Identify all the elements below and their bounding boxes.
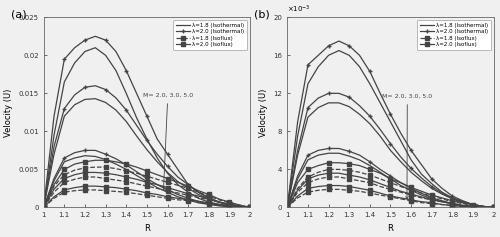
Text: (a): (a) [10,10,26,20]
Text: (b): (b) [254,10,270,20]
Text: M= 2.0, 3.0, 5.0: M= 2.0, 3.0, 5.0 [142,93,193,188]
Y-axis label: Velocity (U): Velocity (U) [4,88,13,137]
Y-axis label: Velocity (U): Velocity (U) [259,88,268,137]
Text: M= 2.0, 3.0, 5.0: M= 2.0, 3.0, 5.0 [382,94,432,199]
Text: $\times10^{-3}$: $\times10^{-3}$ [288,4,311,15]
X-axis label: R: R [388,224,394,233]
Legend: λ=1.8 (Isothermal), λ=2.0 (Isothermal), λ=1.8 (Isoflux), λ=2.0 (Isoflux): λ=1.8 (Isothermal), λ=2.0 (Isothermal), … [174,20,248,50]
Legend: λ=1.8 (Isothermal), λ=2.0 (Isothermal), λ=1.8 (Isoflux), λ=2.0 (Isoflux): λ=1.8 (Isothermal), λ=2.0 (Isothermal), … [417,20,491,50]
X-axis label: R: R [144,224,150,233]
